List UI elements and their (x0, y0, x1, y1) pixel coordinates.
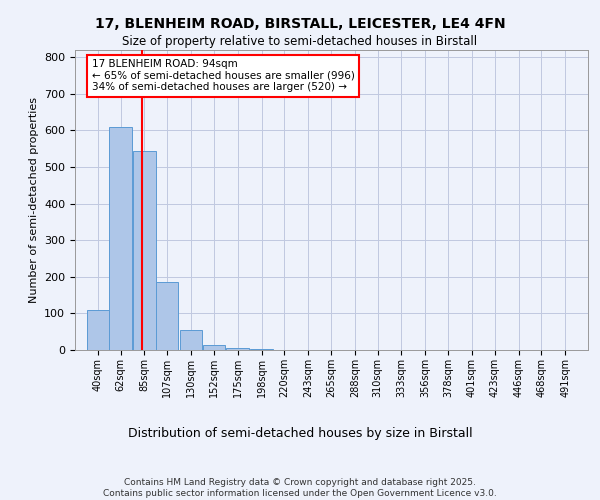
Bar (133, 150, 155, 350)
Bar (226, 348, 249, 350)
Bar (86, 310, 109, 350)
Text: 17 BLENHEIM ROAD: 94sqm
← 65% of semi-detached houses are smaller (996)
34% of s: 17 BLENHEIM ROAD: 94sqm ← 65% of semi-de… (92, 59, 355, 92)
Bar (203, 344, 225, 350)
Bar (109, 127, 132, 350)
Text: Contains HM Land Registry data © Crown copyright and database right 2025.
Contai: Contains HM Land Registry data © Crown c… (103, 478, 497, 498)
Bar (180, 330, 202, 350)
Text: Size of property relative to semi-detached houses in Birstall: Size of property relative to semi-detach… (122, 35, 478, 48)
Text: Distribution of semi-detached houses by size in Birstall: Distribution of semi-detached houses by … (128, 428, 472, 440)
Text: 17, BLENHEIM ROAD, BIRSTALL, LEICESTER, LE4 4FN: 17, BLENHEIM ROAD, BIRSTALL, LEICESTER, … (95, 18, 505, 32)
Bar (156, 282, 178, 350)
Y-axis label: Number of semi-detached properties: Number of semi-detached properties (29, 97, 38, 303)
